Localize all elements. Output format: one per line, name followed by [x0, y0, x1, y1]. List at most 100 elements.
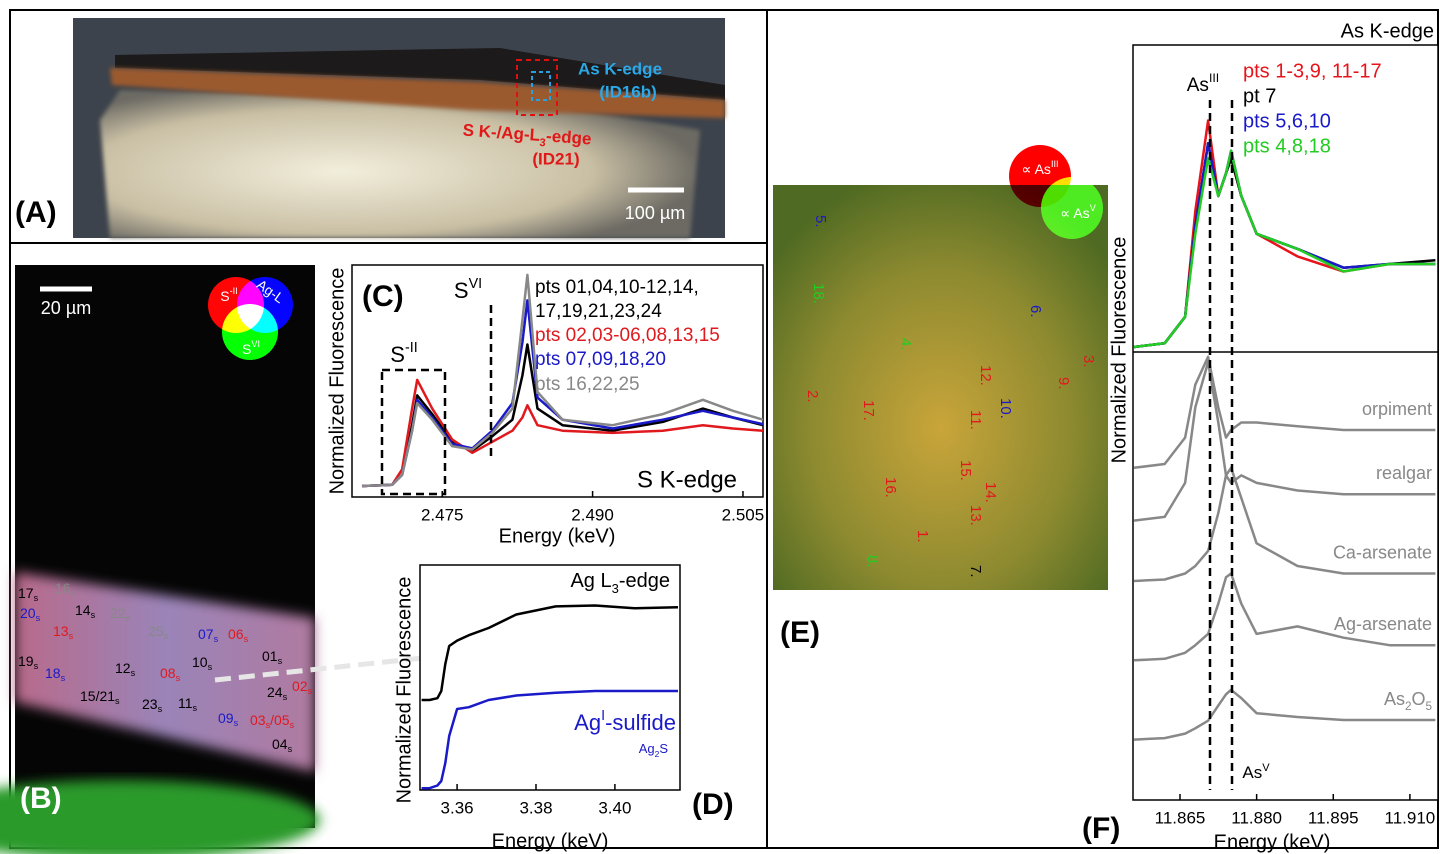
text-part: 07 — [198, 626, 214, 642]
text-part: III — [1209, 71, 1219, 85]
text-part: 17 — [18, 585, 34, 601]
text-part: V — [1090, 203, 1097, 213]
text-part: As — [1242, 763, 1262, 782]
text-part: V — [1262, 762, 1270, 774]
text-part: s — [91, 610, 96, 620]
x-tick-label: 3.40 — [598, 798, 631, 817]
text-part: s — [193, 703, 198, 713]
text-part: Ag — [639, 741, 655, 756]
annotation: As K-edge — [578, 59, 662, 78]
text-part: -edge — [619, 570, 670, 592]
point-label: 5. — [812, 215, 829, 228]
x-tick-label: 11.910 — [1385, 808, 1436, 827]
text-part: ∝ As — [1021, 161, 1050, 177]
text-part: s — [288, 744, 293, 754]
text-part: 22 — [110, 605, 126, 621]
text-part: VI — [469, 276, 483, 292]
text-part: As — [1384, 689, 1405, 709]
text-part: 14 — [75, 602, 91, 618]
text-part: s — [278, 656, 283, 666]
x-tick-label: 11.865 — [1155, 808, 1206, 827]
series-label: Ca-arsenate — [1333, 542, 1432, 562]
text-part: -edge — [545, 127, 592, 149]
text-part: 18 — [45, 665, 61, 681]
text-part: As — [1187, 75, 1209, 96]
text-part: O — [1411, 689, 1425, 709]
text-part: 12 — [115, 660, 131, 676]
point-label: 11. — [967, 410, 984, 430]
point-label: 7. — [967, 565, 984, 578]
text-part: 04 — [272, 736, 288, 752]
text-part: S — [242, 341, 251, 357]
text-part: 25 — [148, 623, 164, 639]
panel-a: As K-edge (ID16b) S K-/Ag-L3-edge (ID21)… — [15, 18, 725, 238]
point-label: 2. — [804, 390, 821, 403]
text-part: 19 — [18, 653, 34, 669]
legend-label: pt 7 — [1243, 85, 1276, 107]
point-label: 17. — [860, 400, 877, 421]
x-axis-label: Energy (keV) — [499, 525, 616, 547]
scale-label: 20 µm — [41, 298, 91, 318]
point-label: 16. — [882, 477, 899, 498]
point-label: 10. — [997, 398, 1014, 419]
x-tick-label: 11.880 — [1231, 808, 1282, 827]
text-part: s — [176, 673, 181, 683]
annotation: (ID21) — [532, 149, 579, 168]
text-part: s — [34, 593, 39, 603]
text-part: S — [390, 342, 405, 367]
point-label: 14. — [982, 482, 999, 503]
point-label: 15/21s — [80, 688, 120, 707]
figure: As K-edge (ID16b) S K-/Ag-L3-edge (ID21)… — [0, 0, 1440, 854]
text-part: s — [158, 704, 163, 714]
point-label: 6. — [1027, 305, 1044, 318]
text-part: 15/21 — [80, 688, 115, 704]
text-part: 03 — [250, 712, 266, 728]
x-tick-label: 2.505 — [722, 505, 765, 524]
chart-title: As K-edge — [1341, 20, 1434, 42]
text-part: s — [34, 661, 39, 671]
plot-area — [1133, 45, 1438, 800]
text-part: s — [214, 634, 219, 644]
text-part: s — [115, 696, 120, 706]
x-tick-label: 3.36 — [441, 798, 474, 817]
text-part: 08 — [160, 665, 176, 681]
text-part: s — [283, 692, 288, 702]
edge-label: S K-edge — [637, 466, 737, 493]
text-part: VI — [251, 339, 260, 349]
text-part: 09 — [218, 710, 234, 726]
x-tick-label: 2.475 — [421, 505, 464, 524]
legend-label: pts 4,8,18 — [1243, 135, 1331, 157]
text-part: s — [208, 662, 213, 672]
text-part: 06 — [228, 626, 244, 642]
point-label: 4. — [897, 338, 914, 351]
point-label: 15. — [957, 460, 974, 481]
series-label: Ag L3-edge — [570, 570, 670, 596]
text-part: s — [244, 634, 249, 644]
point-label: 3. — [1080, 355, 1097, 368]
series-label: orpiment — [1362, 399, 1432, 419]
text-part: III — [1051, 159, 1059, 169]
panel-label: (A) — [15, 196, 57, 229]
y-axis-label: Normalized Fluorescence — [326, 268, 348, 495]
text-part: -II — [230, 286, 238, 296]
text-part: Ag L — [570, 570, 611, 592]
panel-e: ∝ AsIII ∝ AsV 5. 18. 6. 4. 3. 12. 9. 2. … — [773, 145, 1108, 649]
text-part: S — [454, 278, 469, 303]
point-label: 12. — [977, 365, 994, 386]
text-part: 5 — [1425, 700, 1432, 713]
x-axis-label: Energy (keV) — [492, 830, 609, 852]
text-part: ∝ As — [1060, 205, 1089, 221]
text-part: s — [36, 613, 41, 623]
legend-label: 17,19,21,23,24 — [535, 301, 662, 322]
text-part: Ag — [574, 710, 601, 735]
text-part: s — [69, 631, 74, 641]
text-part: 23 — [142, 696, 158, 712]
text-part: s — [126, 613, 131, 623]
point-label: 13. — [967, 505, 984, 526]
point-label: 1. — [914, 530, 931, 543]
text-part: 24 — [267, 684, 283, 700]
text-part: 11 — [178, 695, 193, 711]
x-axis-label: Energy (keV) — [1214, 831, 1331, 853]
series-label: AgI-sulfide — [574, 708, 676, 735]
panel-label: (E) — [780, 616, 820, 649]
